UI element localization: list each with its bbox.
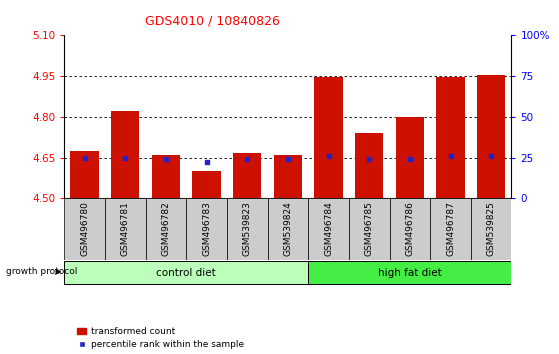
Legend: transformed count, percentile rank within the sample: transformed count, percentile rank withi…	[77, 327, 244, 349]
Bar	[477, 75, 505, 198]
Bar	[64, 261, 308, 284]
Bar	[355, 133, 383, 198]
Bar	[145, 198, 186, 260]
Text: GSM496787: GSM496787	[446, 201, 455, 256]
Bar	[227, 198, 268, 260]
Bar	[105, 198, 145, 260]
Text: GSM496783: GSM496783	[202, 201, 211, 256]
Text: growth protocol: growth protocol	[6, 267, 77, 276]
Bar	[233, 153, 262, 198]
Text: GSM496786: GSM496786	[405, 201, 414, 256]
Text: GSM539823: GSM539823	[243, 201, 252, 256]
Text: GSM496782: GSM496782	[162, 201, 170, 256]
Bar	[396, 117, 424, 198]
Bar	[192, 171, 221, 198]
Text: GSM496785: GSM496785	[364, 201, 374, 256]
Text: GSM496780: GSM496780	[80, 201, 89, 256]
Bar	[314, 78, 343, 198]
Bar	[308, 198, 349, 260]
Bar	[64, 198, 105, 260]
Bar	[430, 198, 471, 260]
Bar	[436, 78, 465, 198]
Text: high fat diet: high fat diet	[378, 268, 442, 278]
Bar	[186, 198, 227, 260]
Bar	[151, 155, 180, 198]
Text: GSM496784: GSM496784	[324, 201, 333, 256]
Bar	[70, 151, 99, 198]
Text: GSM539824: GSM539824	[283, 201, 292, 256]
Bar	[308, 261, 511, 284]
Text: GDS4010 / 10840826: GDS4010 / 10840826	[145, 14, 280, 27]
Text: GSM539825: GSM539825	[487, 201, 496, 256]
Text: GSM496781: GSM496781	[121, 201, 130, 256]
Bar	[390, 198, 430, 260]
Text: control diet: control diet	[157, 268, 216, 278]
Bar	[349, 198, 390, 260]
Bar	[471, 198, 511, 260]
Bar	[268, 198, 308, 260]
Bar	[274, 155, 302, 198]
Bar	[111, 112, 140, 198]
